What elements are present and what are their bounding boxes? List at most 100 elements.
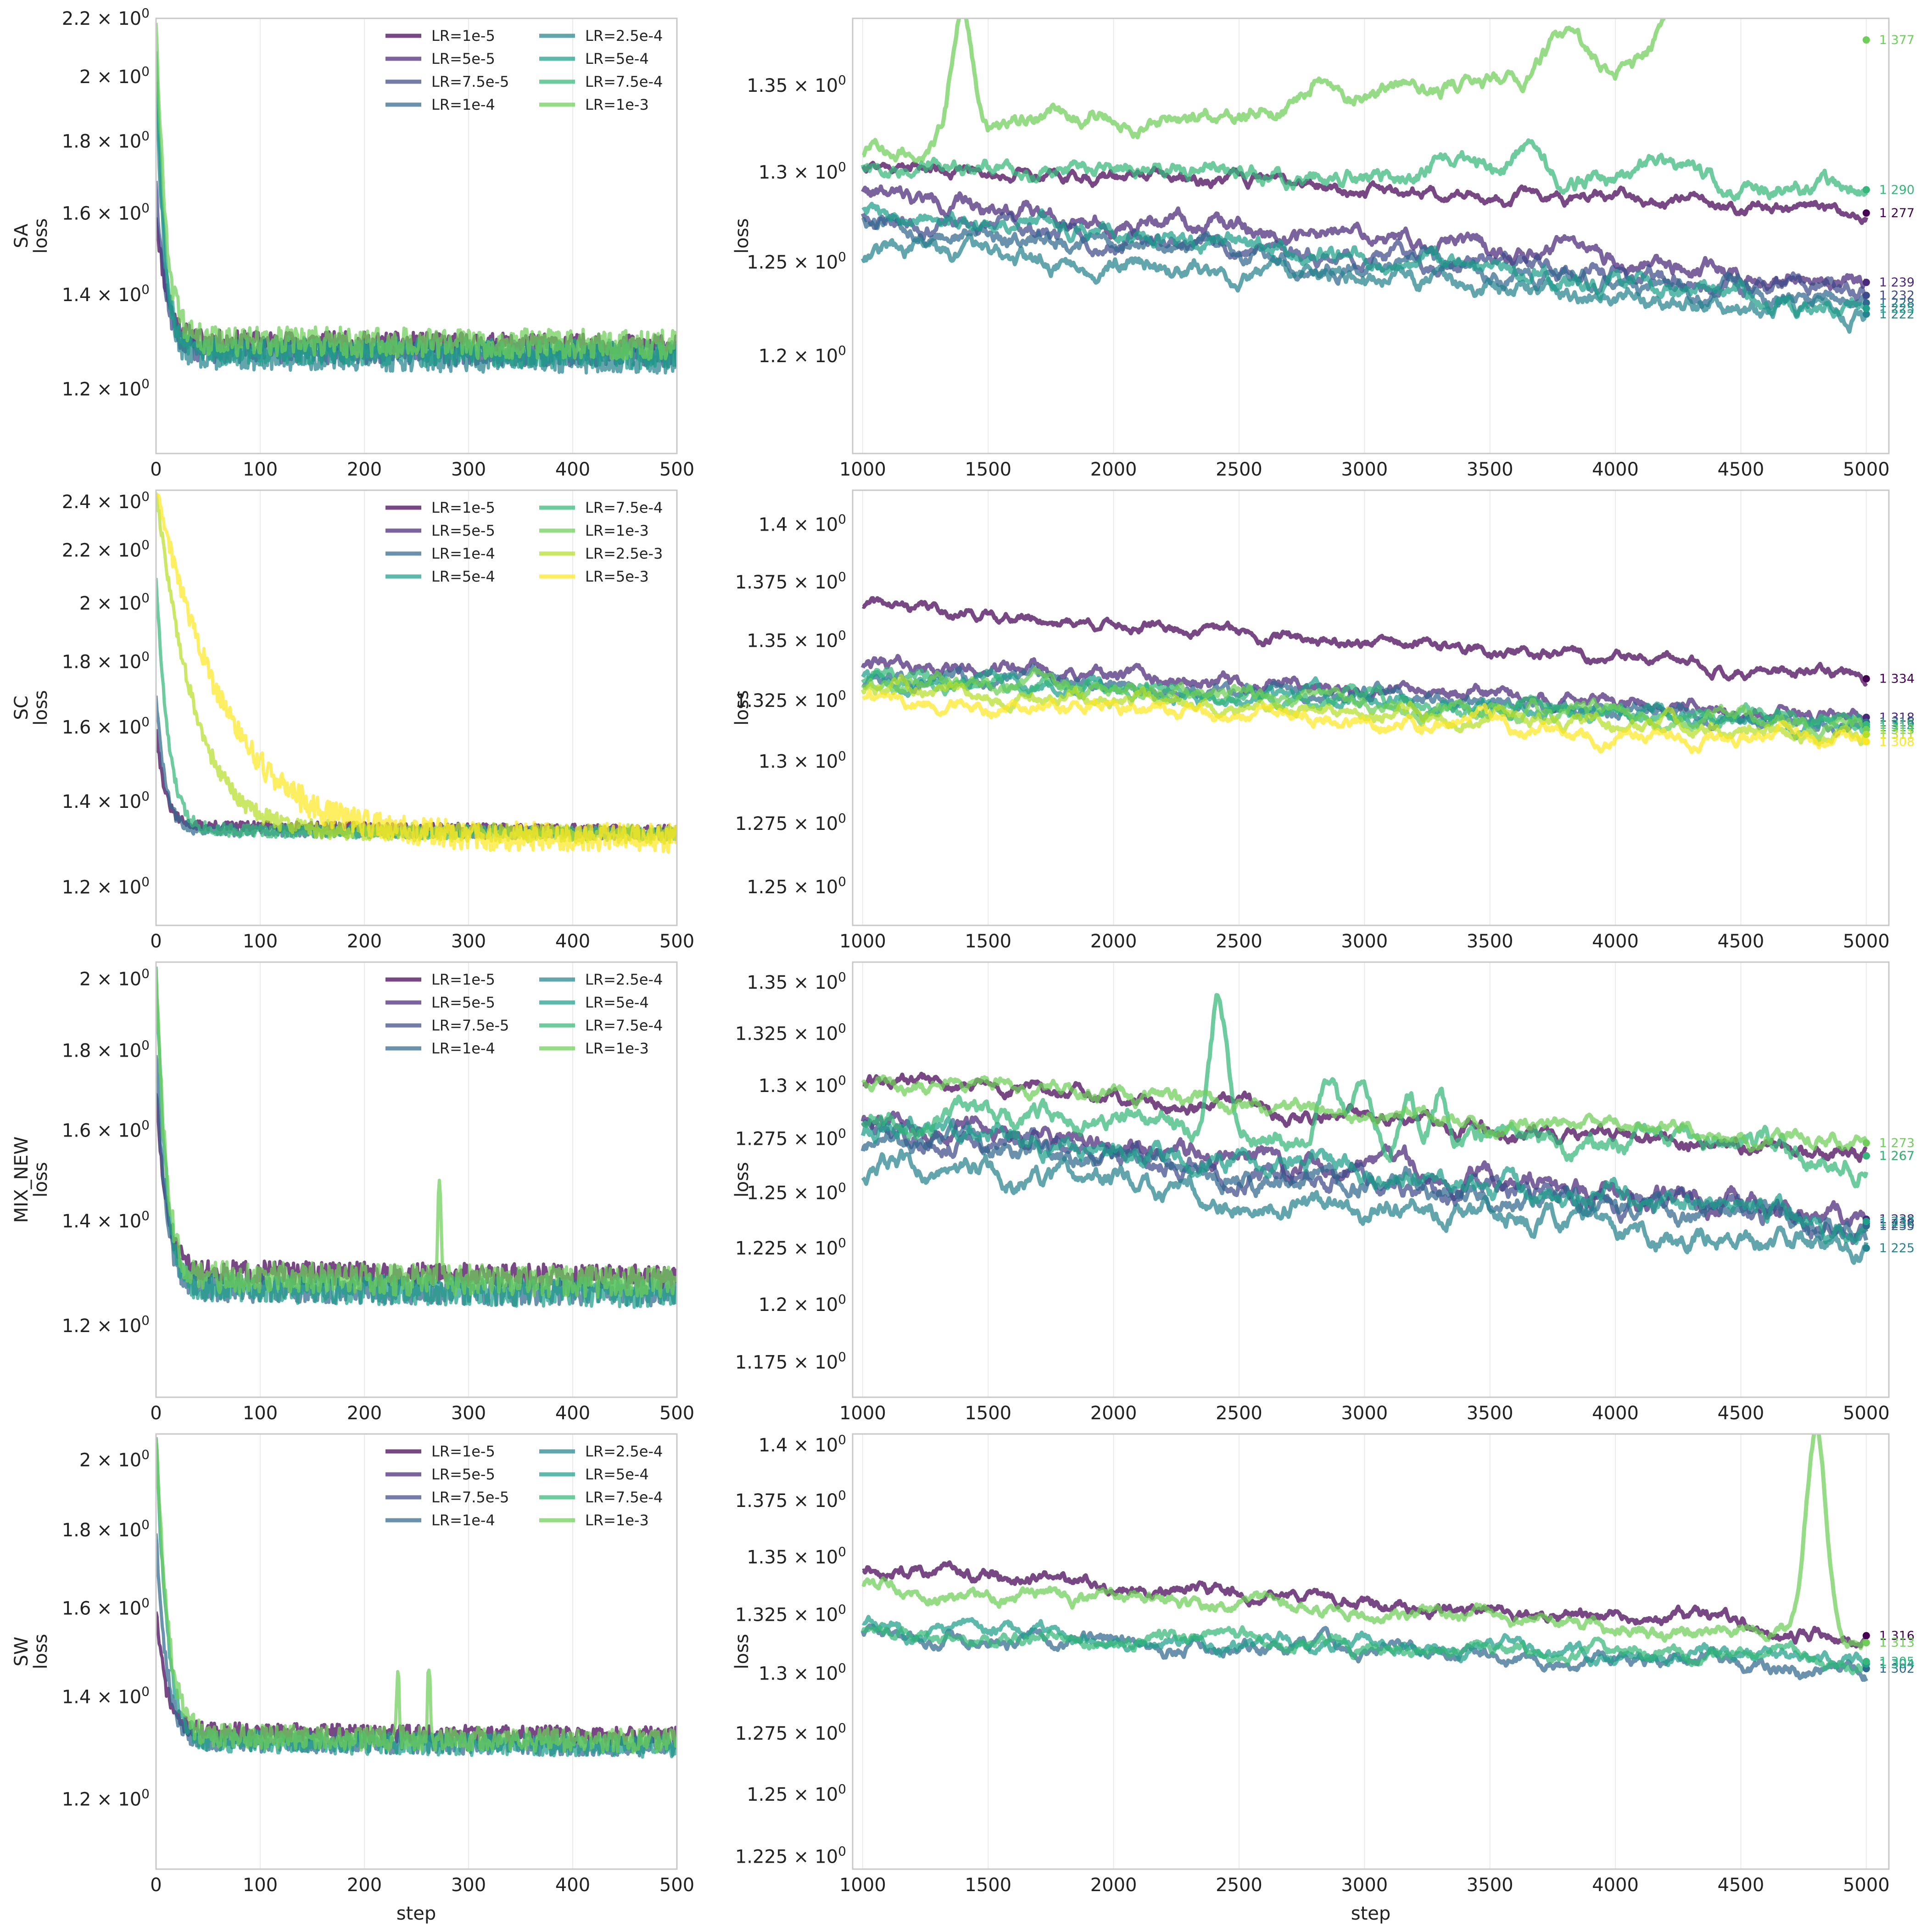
end-value-label: 1.308 (1879, 735, 1915, 749)
x-tick-label: 300 (451, 459, 486, 480)
end-value-label: 1.313 (1879, 722, 1915, 737)
axes-frame (852, 489, 1890, 926)
y-tick-label: 1.6 × 100 (62, 1118, 150, 1142)
series-line-lr-1e-3 (156, 1437, 677, 1754)
x-tick-label: 300 (451, 1403, 486, 1424)
end-value-label: 1.334 (1879, 672, 1915, 686)
end-marker (1862, 1217, 1870, 1225)
y-axis-label: loss (731, 1162, 753, 1197)
legend-entry-lr-2-5e-4: LR=2.5e-4 (585, 1443, 663, 1460)
x-tick-label: 2000 (1090, 459, 1137, 480)
x-tick-label: 5000 (1843, 459, 1890, 480)
series-line-lr-1e-4 (860, 1118, 1869, 1242)
x-tick-label: 3000 (1341, 1875, 1388, 1896)
legend-entry-lr-1e-5: LR=1e-5 (431, 971, 495, 988)
axes-frame (852, 961, 1890, 1398)
series-line-lr-1e-3 (861, 1074, 1868, 1153)
x-tick-label: 2500 (1216, 1875, 1262, 1896)
x-tick-label: 5000 (1843, 1403, 1890, 1424)
x-tick-label: 4500 (1718, 931, 1764, 952)
y-tick-label: 1.25 × 100 (747, 1781, 846, 1805)
x-tick-label: 4000 (1592, 931, 1639, 952)
end-value-label: 1.235 (1879, 1219, 1915, 1233)
x-tick-label: 300 (451, 931, 486, 952)
legend-entry-lr-5e-4: LR=5e-4 (585, 994, 649, 1011)
x-tick-label: 4000 (1592, 1403, 1639, 1424)
x-tick-label: 400 (555, 1403, 590, 1424)
x-tick-label: 1500 (965, 931, 1011, 952)
series-line-lr-1e-3 (861, 666, 1868, 743)
x-tick-label: 2000 (1090, 1403, 1137, 1424)
end-value-label: 1.239 (1879, 275, 1915, 290)
x-tick-label: 1000 (839, 459, 886, 480)
end-value-label: 1.313 (1879, 1636, 1915, 1650)
y-tick-label: 1.4 × 100 (62, 282, 150, 306)
y-tick-label: 1.35 × 100 (747, 628, 846, 652)
end-value-label: 1.232 (1879, 289, 1915, 303)
legend-entry-lr-7-5e-5: LR=7.5e-5 (431, 1489, 509, 1506)
y-tick-label: 1.8 × 100 (62, 128, 150, 152)
end-value-label: 1.290 (1879, 183, 1915, 197)
end-marker (1862, 730, 1870, 738)
x-tick-label: 2000 (1090, 1875, 1137, 1896)
y-tick-label: 1.325 × 100 (735, 1602, 846, 1626)
series-line-lr-1e-3 (862, 18, 1666, 163)
panel-sa-right: 1000 1500 2000 2500 3000 3500 4000 4500 5000 1.2 … (731, 17, 1915, 480)
y-tick-label: 1.3 × 100 (759, 159, 846, 183)
y-tick-label: 1.25 × 100 (747, 249, 846, 273)
end-value-label: 1.236 (1879, 1217, 1915, 1231)
end-value-label: 1.302 (1879, 1662, 1915, 1676)
legend-entry-lr-7-5e-5: LR=7.5e-5 (431, 1017, 509, 1034)
y-tick-label: 1.375 × 100 (735, 1488, 846, 1512)
x-tick-label: 3500 (1467, 1875, 1513, 1896)
x-tick-label: 4500 (1718, 1403, 1764, 1424)
x-tick-label: 200 (347, 459, 382, 480)
end-value-label: 1.314 (1879, 720, 1915, 734)
end-marker (1862, 209, 1870, 217)
series-line-lr-7-5e-4 (860, 138, 1868, 202)
y-tick-label: 2.2 × 100 (62, 537, 150, 561)
y-tick-label: 1.8 × 100 (62, 1517, 150, 1541)
x-tick-label: 1000 (839, 931, 886, 952)
x-tick-label: 100 (243, 1875, 278, 1896)
end-value-label: 1.267 (1879, 1149, 1915, 1163)
end-value-label: 1.316 (1879, 1629, 1915, 1643)
y-axis-label: loss (30, 1634, 51, 1669)
legend-entry-lr-1e-4: LR=1e-4 (431, 1040, 495, 1057)
end-value-label: 1.277 (1879, 206, 1915, 220)
x-tick-label: 3500 (1467, 459, 1513, 480)
end-marker (1862, 291, 1870, 299)
x-tick-label: 200 (347, 1403, 382, 1424)
y-tick-label: 1.3 × 100 (759, 749, 846, 773)
legend-entry-lr-7-5e-4: LR=7.5e-4 (585, 1489, 663, 1506)
y-tick-label: 1.225 × 100 (735, 1235, 846, 1259)
x-tick-label: 100 (243, 931, 278, 952)
end-marker (1862, 1244, 1870, 1252)
x-tick-label: 100 (243, 1403, 278, 1424)
x-tick-label: 3000 (1341, 1403, 1388, 1424)
legend-entry-lr-1e-5: LR=1e-5 (431, 27, 495, 45)
end-value-label: 1.222 (1879, 307, 1915, 321)
y-tick-label: 1.3 × 100 (759, 1661, 846, 1685)
y-tick-label: 1.6 × 100 (62, 200, 150, 224)
y-tick-label: 1.275 × 100 (735, 1720, 846, 1744)
panel-sc-left: 0 100 200 300 400 500 1.2 × 100 1.4 × 100 1.6 × … (11, 489, 694, 952)
y-tick-label: 1.6 × 100 (62, 1595, 150, 1619)
legend-entry-lr-5e-4: LR=5e-4 (585, 1466, 649, 1483)
legend-entry-lr-5e-4: LR=5e-4 (585, 50, 649, 67)
y-tick-label: 2.2 × 100 (62, 6, 150, 29)
x-tick-label: 500 (659, 459, 694, 480)
y-tick-label: 1.2 × 100 (759, 1292, 846, 1316)
end-value-label: 1.311 (1879, 728, 1915, 742)
series-line-lr-1e-5 (861, 596, 1868, 687)
end-marker (1862, 1658, 1870, 1665)
x-tick-label: 500 (659, 931, 694, 952)
x-tick-label: 4000 (1592, 1875, 1639, 1896)
x-tick-label: 400 (555, 459, 590, 480)
series-line-lr-1e-5 (862, 1560, 1868, 1649)
end-value-label: 1.238 (1879, 1212, 1915, 1226)
x-tick-label: 5000 (1843, 931, 1890, 952)
legend-entry-lr-5e-5: LR=5e-5 (431, 1466, 495, 1483)
y-tick-label: 1.3 × 100 (759, 1073, 846, 1097)
series-line-lr-2-5e-4 (860, 233, 1867, 334)
